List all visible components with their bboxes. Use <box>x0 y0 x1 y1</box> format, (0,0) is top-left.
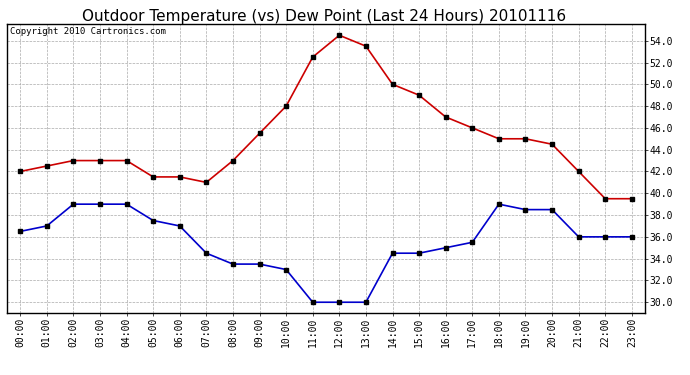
Text: Copyright 2010 Cartronics.com: Copyright 2010 Cartronics.com <box>10 27 166 36</box>
Text: Outdoor Temperature (vs) Dew Point (Last 24 Hours) 20101116: Outdoor Temperature (vs) Dew Point (Last… <box>82 9 566 24</box>
